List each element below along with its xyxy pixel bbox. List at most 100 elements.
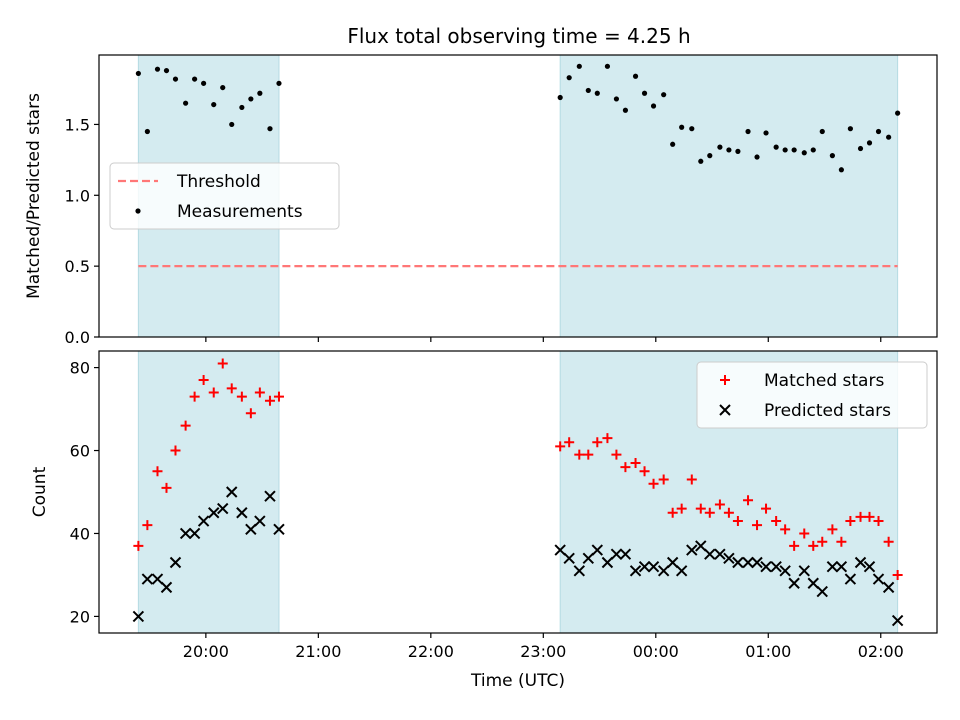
data-point (594, 90, 600, 96)
data-point (892, 569, 903, 580)
data-point (754, 154, 760, 160)
legend: Threshold Measurements (109, 162, 340, 230)
data-point (236, 507, 248, 519)
data-point (857, 145, 864, 152)
data-point (585, 87, 591, 94)
data-point (248, 96, 254, 102)
data-point (647, 560, 660, 573)
data-point (582, 552, 595, 565)
bottom-panel: 20 40 60 80 20:00 21:00 22:00 23:00 00:00 01:00 02… (30, 350, 938, 691)
data-point (657, 565, 670, 577)
data-point (883, 536, 894, 547)
data-point (273, 391, 284, 402)
data-point (197, 515, 210, 527)
y-tick-label: 1.0 (65, 186, 90, 205)
data-point (220, 84, 226, 91)
data-point (613, 96, 620, 102)
data-point (226, 486, 238, 498)
data-point (566, 75, 572, 81)
data-point (763, 130, 769, 136)
data-point (229, 121, 235, 128)
data-point (133, 540, 144, 551)
data-point (799, 528, 810, 539)
data-point (782, 147, 788, 153)
data-point (873, 516, 884, 527)
data-point (658, 474, 669, 485)
data-point (610, 548, 623, 560)
data-point (836, 536, 847, 547)
data-point (564, 437, 575, 448)
data-point (810, 147, 816, 153)
data-point (670, 141, 676, 147)
data-point (170, 445, 181, 456)
data-point (189, 391, 200, 402)
data-point (180, 420, 191, 431)
data-point (142, 520, 153, 531)
data-point (135, 70, 141, 77)
legend-label: Matched stars (764, 371, 884, 391)
data-point (648, 478, 659, 489)
data-point (183, 100, 189, 106)
y-axis-label: Count (30, 466, 50, 517)
data-point (245, 523, 257, 536)
x-tick-label: 22:00 (408, 642, 454, 661)
data-point (141, 573, 154, 585)
data-point (208, 507, 220, 519)
data-point (630, 457, 641, 468)
data-point (583, 449, 594, 460)
data-point (732, 516, 743, 527)
y-tick-label: 1.5 (65, 115, 90, 134)
chart-title: Flux total observing time = 4.25 h (347, 24, 690, 48)
data-point (751, 556, 763, 569)
data-point (854, 556, 867, 569)
data-point (638, 560, 651, 573)
x-tick-label: 20:00 (183, 642, 229, 661)
y-tick-label: 60 (70, 442, 90, 461)
data-point (891, 614, 904, 627)
data-point (132, 610, 145, 623)
data-point (875, 128, 882, 135)
data-point (872, 573, 885, 585)
x-tick-label: 01:00 (745, 642, 791, 661)
data-point (554, 544, 566, 556)
data-point (264, 490, 276, 502)
data-point (563, 552, 575, 565)
data-point (689, 126, 695, 132)
data-point (198, 375, 209, 386)
data-point (666, 556, 679, 569)
axes-frame (98, 54, 938, 338)
observing-interval (559, 54, 899, 338)
data-point (704, 548, 716, 560)
legend-marker (719, 404, 731, 416)
data-point (866, 140, 873, 146)
data-point (714, 548, 726, 560)
data-point (780, 524, 791, 535)
data-point (632, 73, 639, 79)
data-point (732, 556, 744, 569)
data-point (779, 565, 791, 577)
data-point (254, 387, 265, 398)
data-point (217, 502, 229, 515)
data-point (661, 92, 667, 98)
data-point (826, 560, 839, 573)
data-point (863, 560, 876, 573)
data-point (273, 523, 285, 536)
data-point (592, 437, 603, 448)
x-tick-label: 21:00 (295, 642, 341, 661)
data-point (151, 573, 164, 585)
data-point (791, 147, 797, 153)
data-point (788, 577, 800, 589)
data-point (576, 63, 582, 69)
data-point (620, 462, 631, 473)
data-point (154, 66, 161, 72)
data-point (267, 126, 273, 132)
x-axis-label: Time (UTC) (470, 671, 565, 691)
data-point (704, 507, 715, 518)
data-point (163, 67, 170, 74)
legend-box (696, 361, 928, 429)
data-point (801, 150, 807, 156)
data-point (239, 104, 245, 111)
data-point (257, 90, 263, 96)
y-tick-label: 40 (70, 524, 90, 543)
